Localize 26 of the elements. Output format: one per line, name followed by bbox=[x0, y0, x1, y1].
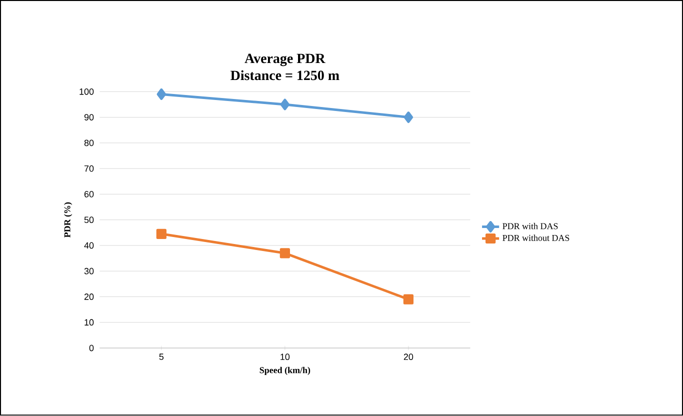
y-tick-label: 80 bbox=[84, 140, 94, 146]
legend-label: PDR without DAS bbox=[502, 234, 570, 242]
x-tick-label: 10 bbox=[280, 354, 290, 360]
point bbox=[403, 294, 414, 305]
point bbox=[156, 229, 166, 240]
y-tick-label: 0 bbox=[89, 345, 94, 352]
chart-title: Average PDR bbox=[244, 54, 326, 66]
x-axis-title: Speed (km/h) bbox=[260, 367, 310, 376]
y-tick-label: 20 bbox=[84, 294, 94, 300]
y-axis-title: PDR (%) bbox=[64, 202, 72, 238]
y-tick-label: 60 bbox=[84, 191, 94, 198]
y-tick-label: 70 bbox=[84, 166, 94, 172]
point bbox=[280, 98, 290, 110]
point bbox=[404, 112, 414, 124]
x-tick-label: 5 bbox=[159, 354, 164, 360]
legend-label: PDR with DAS bbox=[502, 223, 558, 230]
point bbox=[280, 248, 290, 258]
y-tick-label: 10 bbox=[84, 319, 94, 326]
y-tick-label: 50 bbox=[84, 216, 94, 224]
y-tick-label: 40 bbox=[84, 242, 94, 249]
chart-subtitle: Distance = 1250 m bbox=[230, 70, 340, 80]
y-tick-label: 100 bbox=[80, 88, 94, 96]
x-tick-label: 20 bbox=[404, 354, 414, 360]
y-tick-label: 30 bbox=[84, 268, 94, 274]
point bbox=[156, 88, 166, 100]
y-tick-label: 90 bbox=[84, 114, 94, 121]
